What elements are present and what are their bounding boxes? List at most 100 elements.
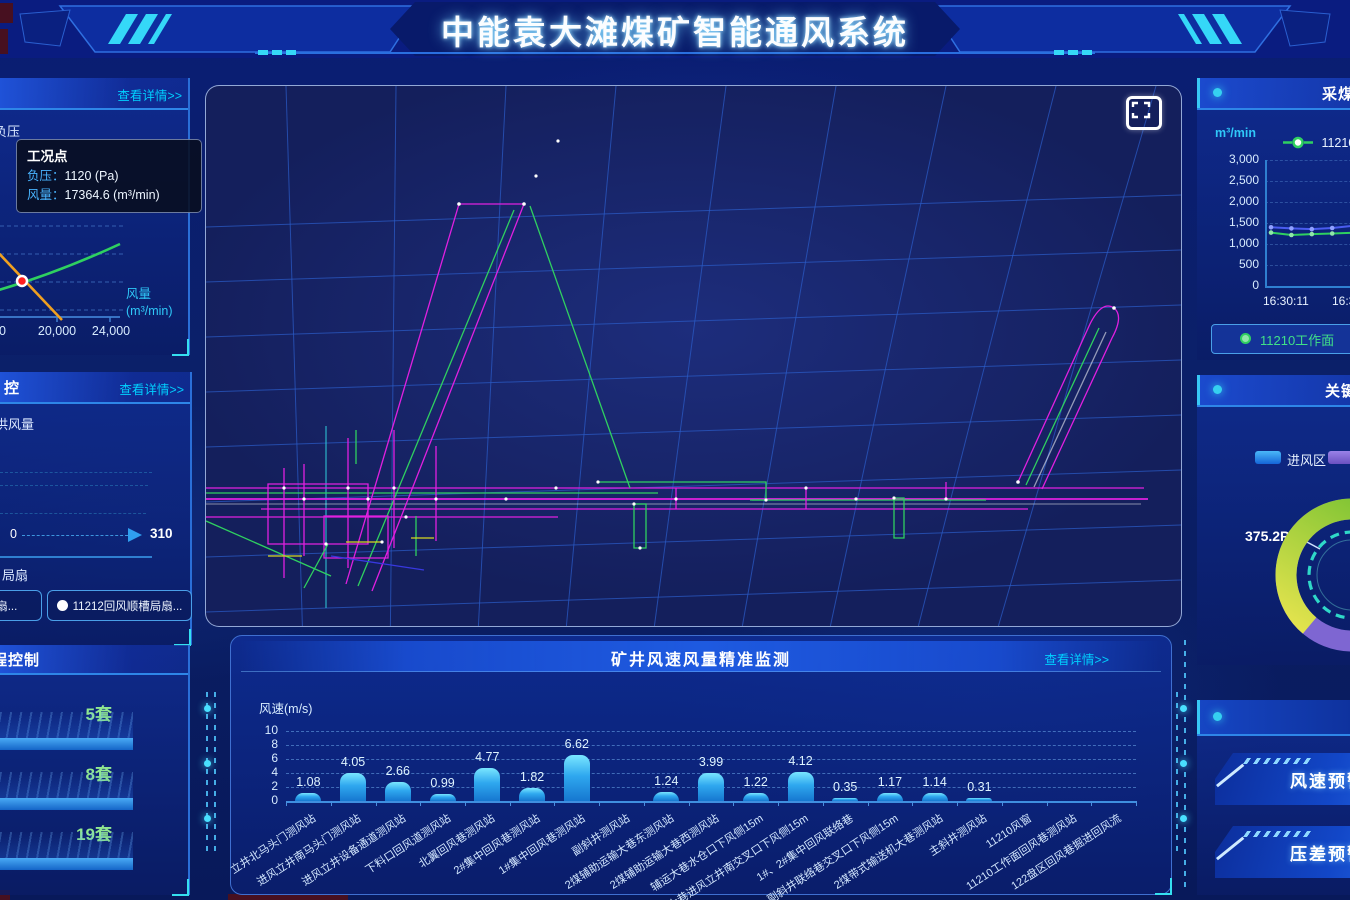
y-axis-tick: 4 — [271, 765, 278, 779]
x-axis-tickmark — [1001, 801, 1003, 806]
x-tick: 24,000 — [91, 324, 131, 338]
bar-value-label: 0.31 — [967, 779, 992, 794]
workface-airflow-header: 采煤 — [1197, 78, 1350, 110]
bar-hatch — [0, 772, 133, 798]
y-axis-tick: 0 — [1252, 278, 1259, 292]
slider-track[interactable] — [22, 535, 128, 536]
bar-value-label: 4.05 — [340, 754, 366, 769]
local-fan-control-panel: 控 查看详情>> 供风量 0 310 局扇 局扇... 11212回风顺槽局扇.… — [0, 372, 192, 646]
airflow-slider[interactable]: 0 310 — [0, 524, 190, 548]
slider-min-value: 0 — [10, 527, 17, 541]
divider — [0, 556, 152, 558]
grid-line — [1265, 160, 1350, 161]
pressure-diff-warning-button[interactable]: 压差预警 — [1215, 826, 1350, 878]
glow-dot — [204, 815, 211, 822]
pressure-donut-chart — [1275, 498, 1350, 652]
x-axis-tickmark — [330, 801, 332, 806]
slider-arrow-icon[interactable] — [128, 528, 142, 542]
return-legend-swatch[interactable] — [1328, 451, 1350, 464]
mine-3d-map[interactable] — [206, 86, 1181, 626]
grid-line — [1265, 223, 1350, 224]
x-axis-tickmark — [599, 801, 601, 806]
bar-value-label: 1.08 — [296, 775, 321, 790]
glow-dot — [1180, 760, 1187, 767]
warning-panel: 风速预警 压差预警 — [1197, 700, 1350, 895]
x-axis-line — [1265, 286, 1350, 288]
grid-line — [1265, 181, 1350, 182]
wind-speed-bar — [742, 792, 769, 801]
y-axis-tick: 2 — [271, 779, 278, 793]
x-axis-tickmark — [867, 801, 869, 806]
glow-dot — [204, 760, 211, 767]
wind-speed-bar — [519, 788, 546, 801]
operating-point-marker — [15, 274, 29, 288]
fan-detail-link[interactable]: 查看详情>> — [117, 89, 182, 103]
donut-legend: 进风区 — [1197, 449, 1350, 468]
x-axis-tick: 16:30:11 — [1263, 294, 1309, 308]
x-axis-tickmark — [464, 801, 466, 806]
x-axis-tickmark — [733, 801, 735, 806]
wind-speed-bar — [653, 792, 680, 801]
y-axis-tick: 3,000 — [1228, 152, 1259, 166]
fan-curve-panel: 查看详情>> 负压 工况点 负压：1120 (Pa) 风量：17364.6 (m… — [0, 78, 202, 356]
wind-speed-bar — [295, 793, 322, 801]
header-decoration — [0, 0, 1350, 58]
wind-speed-bar — [429, 794, 456, 801]
x-axis-tickmark — [912, 801, 914, 806]
glow-dot — [1180, 815, 1187, 822]
wind-speed-bar — [921, 793, 948, 801]
bar-value-label: 1.22 — [743, 774, 768, 789]
wind-speed-bar — [384, 782, 411, 801]
y-axis-line — [1265, 160, 1267, 286]
airflow-footer-legend[interactable]: 11210工作面 — [1211, 324, 1350, 354]
glow-dot — [1180, 705, 1187, 712]
dashed-guide — [0, 472, 152, 473]
top-header: 中能袁大滩煤矿智能通风系统 — [0, 0, 1350, 62]
fan-button-11212[interactable]: 11212回风顺槽局扇... — [47, 590, 192, 621]
bar-hatch — [0, 712, 133, 738]
y-axis-tick: 0 — [271, 793, 278, 807]
x-axis-tick: 16:30: — [1332, 294, 1350, 308]
key-pressure-header: 关键 — [1197, 375, 1350, 407]
dashed-guide — [0, 513, 146, 514]
bar-value-label: 1.17 — [877, 774, 903, 789]
wind-speed-bar — [563, 754, 590, 801]
intake-legend-label: 进风区 — [1287, 453, 1327, 468]
device-count-label: 19套 — [0, 820, 112, 845]
x-axis-tickmark — [822, 801, 824, 806]
local-fan-panel-header: 控 查看详情>> — [0, 372, 190, 404]
fan-curve-panel-header: 查看详情>> — [0, 78, 188, 110]
pressure-axis-label: 负压 — [0, 124, 21, 139]
wind-speed-panel-title: 矿井风速风量精准监测 — [610, 652, 791, 669]
airflow-line-chart — [1268, 225, 1350, 238]
wind-speed-warning-button[interactable]: 风速预警 — [1215, 753, 1350, 805]
legend-label: 11210 — [1321, 135, 1350, 150]
y-axis-tick: 1,500 — [1228, 215, 1259, 229]
mine-map-panel — [205, 85, 1182, 627]
x-tick: 20,000 — [37, 324, 77, 338]
tooltip-airflow-row: 风量：17364.6 (m³/min) — [27, 188, 160, 202]
slider-max-value: 310 — [150, 526, 173, 541]
fan-button-1[interactable]: 局扇... — [0, 590, 42, 621]
wind-speed-detail-link[interactable]: 查看详情>> — [1044, 653, 1109, 667]
y-axis-tick: 2,500 — [1228, 173, 1259, 187]
edge-block — [0, 29, 8, 54]
bar-hatch — [0, 832, 133, 858]
wind-speed-y-axis-title: 风速(m/s) — [259, 702, 313, 716]
warning-panel-header — [1197, 700, 1350, 736]
y-axis-tick: 500 — [1238, 257, 1259, 271]
fullscreen-button[interactable] — [1126, 96, 1162, 130]
airflow-chart-grid: 3,000 2,500 2,000 1,500 1,000 500 0 16:30:11 16:… — [1197, 78, 1350, 360]
grid-line — [286, 759, 1136, 760]
local-fan-detail-link[interactable]: 查看详情>> — [119, 383, 184, 397]
bar-value-label: 6.62 — [564, 736, 589, 751]
grid-line — [1265, 244, 1350, 245]
bar-value-label: 1.14 — [922, 775, 947, 789]
edge-block — [228, 894, 348, 900]
x-axis-tickmark — [688, 801, 690, 806]
tooltip-title: 工况点 — [27, 149, 68, 164]
grid-line — [286, 801, 1136, 803]
airflow-legend[interactable]: 11210 — [1283, 134, 1350, 150]
intake-legend-swatch[interactable] — [1255, 451, 1281, 464]
bar-value-label: 0.35 — [833, 779, 858, 794]
